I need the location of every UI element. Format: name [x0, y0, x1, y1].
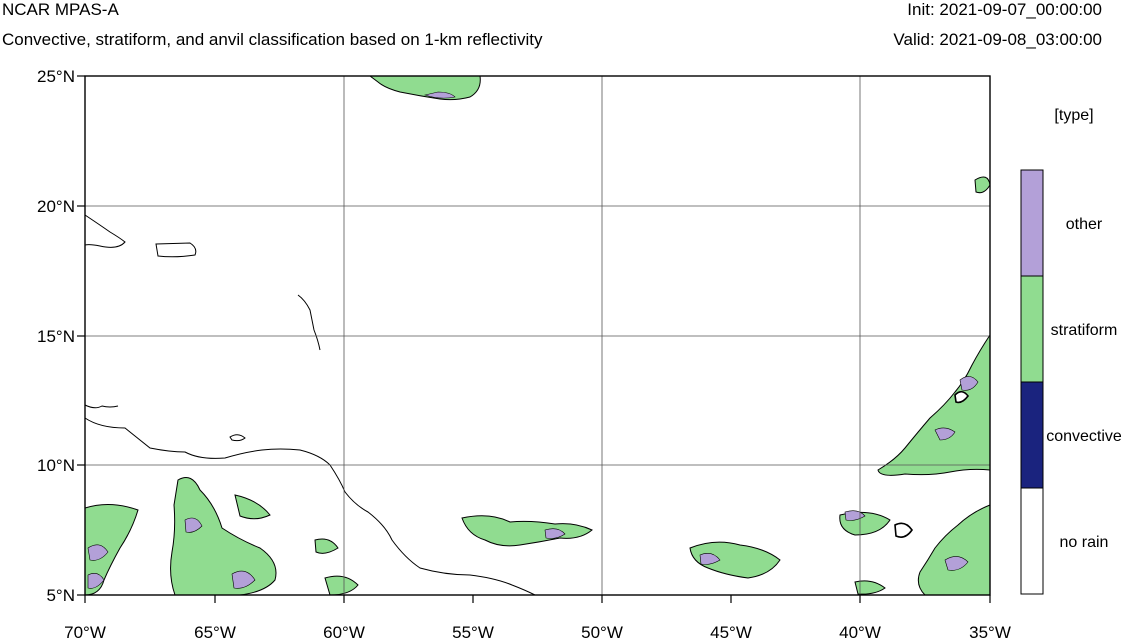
lat-label: 10°N	[37, 456, 75, 475]
lon-label: 55°W	[452, 623, 494, 642]
coastline-hispaniola	[84, 214, 126, 248]
init-time: Init: 2021-09-07_00:00:00	[907, 0, 1102, 19]
graticule	[85, 76, 990, 595]
valid-time: Valid: 2021-09-08_03:00:00	[893, 30, 1102, 49]
precip-cluster-west-2	[170, 477, 277, 596]
precip-cluster-central	[461, 515, 593, 547]
legend-label-convective: convective	[1046, 428, 1122, 445]
lon-label: 60°W	[323, 623, 365, 642]
lon-label: 70°W	[64, 623, 106, 642]
lon-label: 40°W	[839, 623, 881, 642]
map-title: NCAR MPAS-A	[2, 0, 119, 19]
legend-label-stratiform: stratiform	[1050, 322, 1118, 339]
tick-marks	[77, 75, 991, 603]
lon-label: 65°W	[194, 623, 236, 642]
lat-label: 15°N	[37, 327, 75, 346]
lat-label: 5°N	[46, 586, 75, 605]
precip-cluster-north	[368, 75, 481, 101]
map-subtitle: Convective, stratiform, and anvil classi…	[2, 30, 543, 49]
lon-label: 35°W	[969, 623, 1011, 642]
lon-label: 50°W	[581, 623, 623, 642]
lat-label: 25°N	[37, 67, 75, 86]
lat-label: 20°N	[37, 197, 75, 216]
legend-label-other: other	[1065, 216, 1103, 233]
precip-field	[84, 75, 991, 596]
precip-cluster-west-1	[84, 504, 139, 596]
legend-swatch-no-rain	[1020, 487, 1044, 595]
lon-label: 45°W	[710, 623, 752, 642]
coastlines	[84, 214, 536, 596]
precip-cluster-east-2	[917, 504, 991, 596]
coastline-south-america	[84, 417, 536, 596]
legend-colorbar	[1020, 169, 1044, 595]
legend-label-no-rain: no rain	[1059, 534, 1109, 551]
legend-title: [type]	[1054, 107, 1094, 124]
coastline-puerto-rico	[155, 242, 197, 258]
precip-cluster-east-1	[877, 333, 991, 476]
